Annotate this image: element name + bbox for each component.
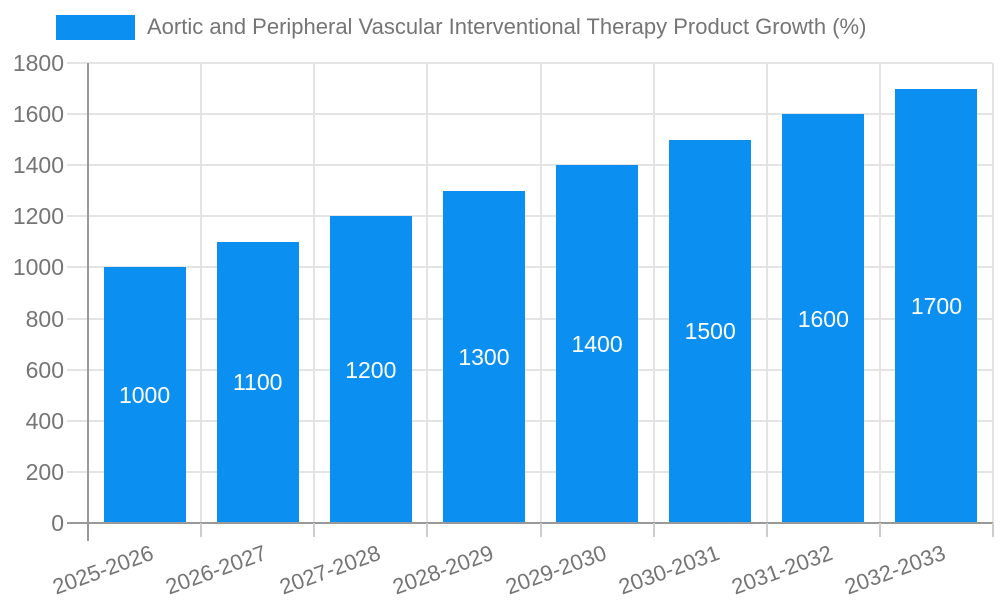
bar[interactable] (556, 165, 639, 523)
x-tick (992, 523, 994, 537)
y-axis-tick-label: 600 (25, 356, 64, 383)
h-gridline (67, 113, 993, 116)
h-gridline (67, 470, 993, 473)
h-gridline (67, 215, 993, 218)
x-tick (313, 523, 316, 537)
x-axis-tick-label: 2030-2031 (615, 540, 723, 600)
y-axis-tick-label: 200 (25, 458, 64, 485)
y-axis-tick-label: 1800 (12, 50, 64, 76)
x-tick (765, 523, 768, 537)
x-axis-tick-label: 2029-2030 (502, 540, 610, 600)
bar[interactable] (103, 267, 186, 523)
bar[interactable] (782, 114, 865, 523)
y-axis-tick-label: 1600 (12, 101, 64, 128)
v-gridline (765, 63, 768, 523)
x-axis-tick-label: 2031-2032 (728, 540, 836, 600)
bar-value-label: 1400 (571, 331, 623, 358)
y-axis-tick-label: 400 (25, 407, 64, 434)
x-axis-line (67, 522, 993, 524)
v-gridline (878, 63, 881, 523)
x-axis-tick-label: 2026-2027 (162, 540, 271, 600)
y-axis-tick-label: 800 (25, 305, 64, 332)
bar[interactable] (329, 216, 412, 523)
y-axis-tick-label: 1200 (12, 203, 64, 230)
bar-value-label: 1000 (118, 382, 171, 409)
x-axis-tick-label: 2028-2029 (389, 540, 497, 600)
h-gridline (67, 368, 993, 371)
legend-item[interactable]: Aortic and Peripheral Vascular Intervent… (56, 14, 866, 40)
bar-value-label: 1100 (232, 369, 283, 396)
v-gridline (313, 63, 316, 523)
bar[interactable] (216, 241, 299, 523)
v-gridline (426, 63, 429, 523)
h-gridline (67, 164, 993, 167)
y-axis-tick-label: 1000 (12, 254, 64, 281)
v-gridline (992, 63, 994, 523)
h-gridline (67, 266, 993, 269)
v-gridline (652, 63, 655, 523)
bar-value-label: 1200 (345, 356, 397, 383)
x-tick (426, 523, 429, 537)
legend-label: Aortic and Peripheral Vascular Intervent… (147, 14, 867, 39)
legend-swatch-icon (56, 14, 135, 40)
bar-value-label: 1600 (797, 305, 849, 332)
x-tick (652, 523, 655, 537)
h-gridline (67, 317, 993, 320)
v-gridline (539, 63, 542, 523)
bar-value-label: 1300 (458, 343, 510, 370)
bar[interactable] (442, 190, 525, 523)
bar-value-label: 1500 (684, 318, 736, 345)
y-axis-tick-label: 1400 (12, 152, 64, 179)
x-axis-tick-label: 2032-2033 (841, 540, 949, 600)
x-axis-tick-label: 2025-2026 (49, 540, 158, 600)
bar[interactable] (669, 139, 752, 523)
h-gridline (67, 419, 993, 422)
x-tick (200, 523, 203, 537)
h-gridline (67, 62, 993, 64)
y-axis-line (87, 63, 89, 541)
x-tick (539, 523, 542, 537)
x-tick (878, 523, 881, 537)
y-axis-tick-label: 0 (51, 510, 64, 536)
bar[interactable] (895, 88, 978, 523)
x-axis-tick-label: 2027-2028 (275, 540, 384, 600)
v-gridline (200, 63, 203, 523)
bar-value-label: 1700 (910, 292, 963, 319)
